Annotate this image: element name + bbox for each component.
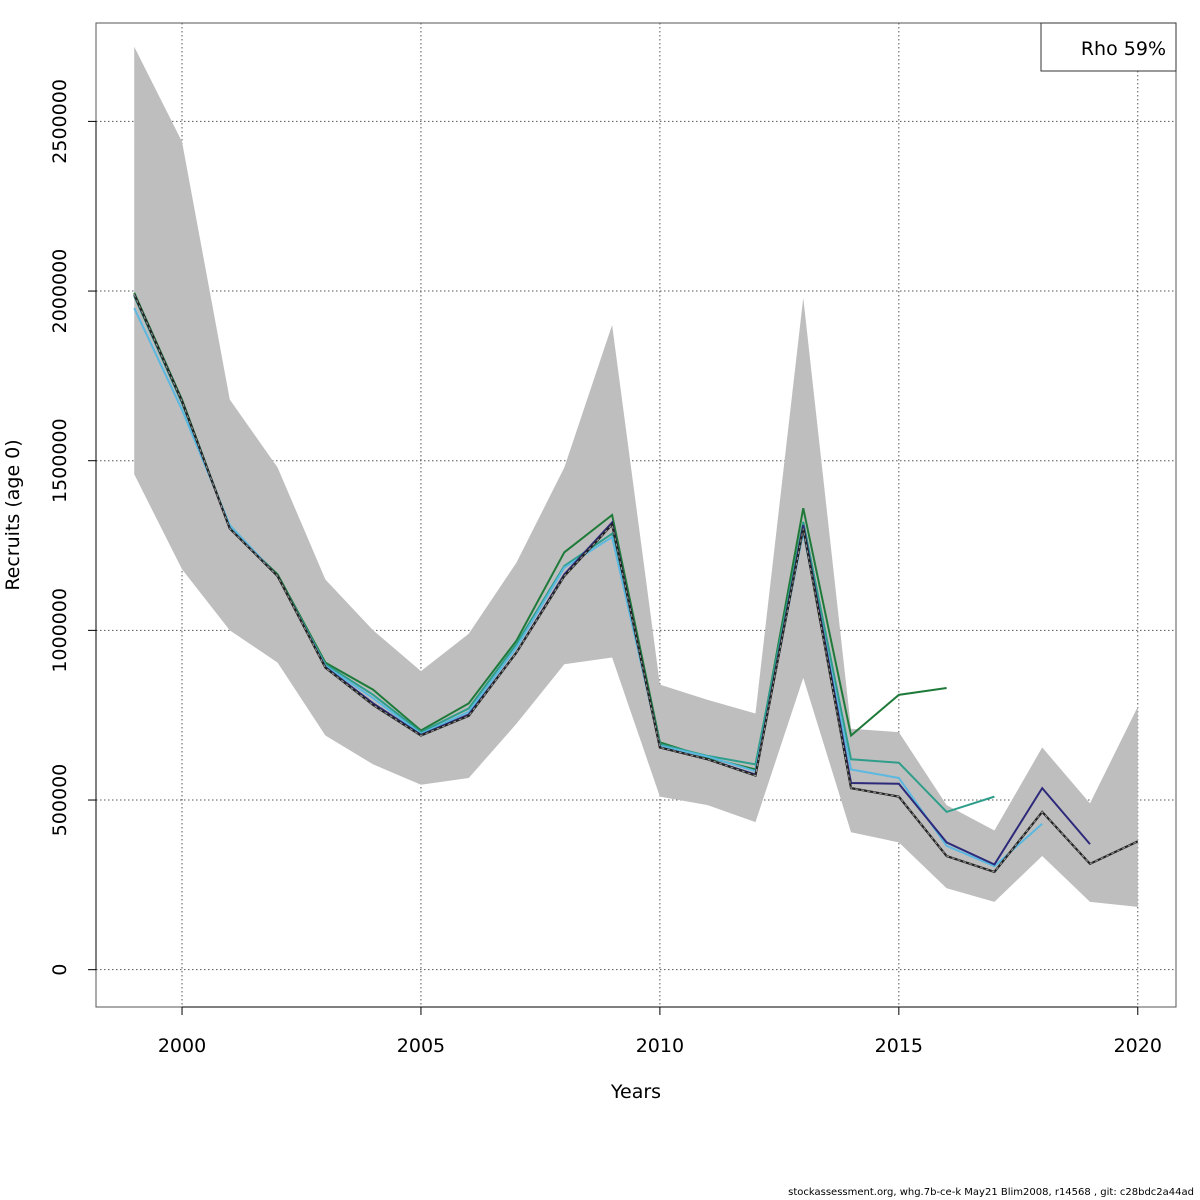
x-tick-label-3: 2015	[875, 1035, 923, 1057]
y-axis-label: Recruits (age 0)	[2, 439, 24, 590]
y-tick-label-1: 500000	[49, 764, 71, 837]
series-lines	[133, 292, 1139, 874]
footer-credit: stockassessment.org, whg.7b-ce-k May21 B…	[788, 1187, 1194, 1198]
confidence-band	[134, 46, 1138, 907]
y-tick-label-0: 0	[49, 964, 71, 976]
grid-lines	[96, 23, 1176, 1007]
x-tick-label-4: 2020	[1114, 1035, 1162, 1057]
legend-text: Rho 59%	[1081, 38, 1166, 60]
y-tick-label-5: 2500000	[49, 79, 71, 164]
x-axis: 2000 2005 2010 2015 2020	[158, 1006, 1162, 1057]
x-tick-label-0: 2000	[158, 1035, 206, 1057]
legend-box	[1040, 22, 1177, 72]
y-tick-label-2: 1000000	[49, 588, 71, 673]
series-line-4-dash	[133, 294, 1138, 873]
x-tick-label-1: 2005	[397, 1035, 445, 1057]
y-tick-label-4: 2000000	[49, 249, 71, 334]
y-tick-label-3: 1500000	[49, 418, 71, 503]
x-axis-label: Years	[610, 1081, 661, 1103]
x-tick-label-2: 2010	[636, 1035, 684, 1057]
y-axis: 0 500000 1000000 1500000 2000000 2500000	[49, 79, 97, 976]
legend: Rho 59%	[1040, 22, 1177, 72]
